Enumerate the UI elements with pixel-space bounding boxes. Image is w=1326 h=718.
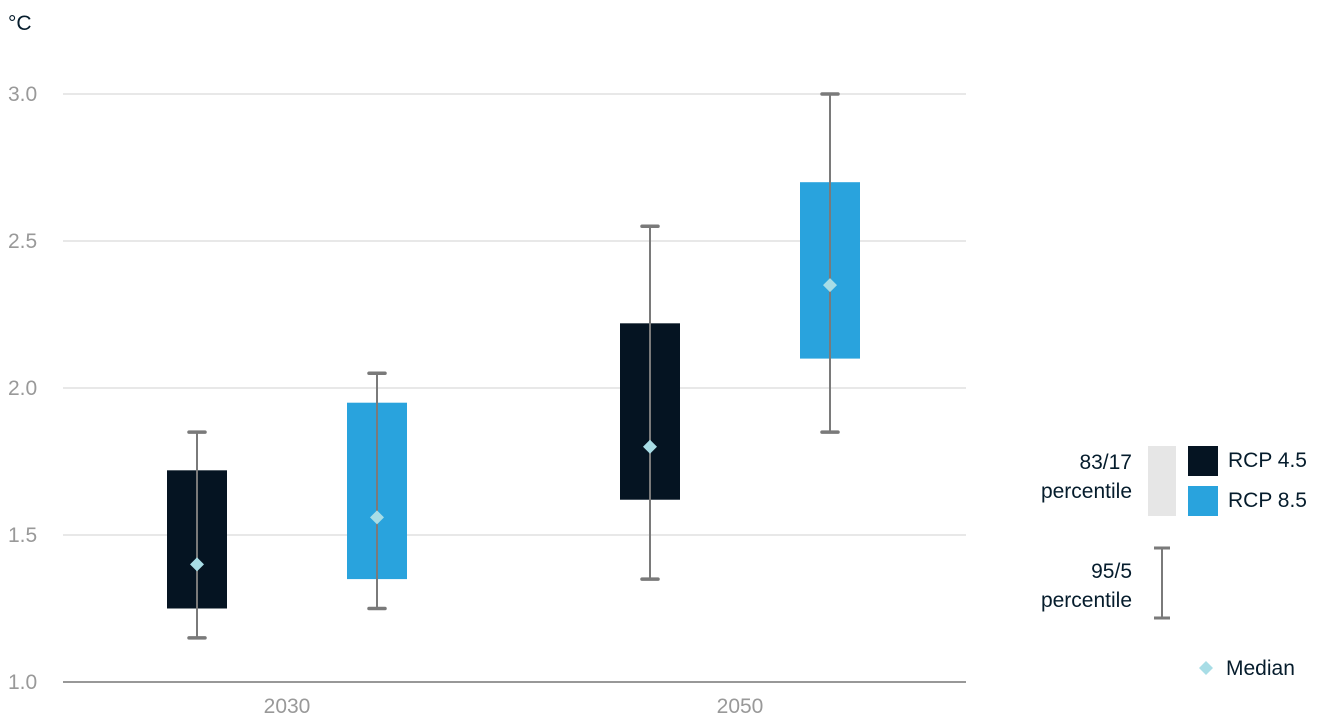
box-rcp-4-5-2050 (620, 224, 680, 581)
y-tick-labels: 1.0 1.5 2.0 2.5 3.0 (8, 83, 37, 694)
legend-median-icon (1199, 661, 1213, 675)
median-marker (370, 510, 384, 525)
median-marker (823, 278, 837, 293)
legend-whisker-label-line1: 95/5 (1091, 560, 1132, 583)
y-tick-label: 2.5 (8, 230, 37, 253)
legend-label-rcp85: RCP 8.5 (1228, 489, 1307, 512)
legend-whisker-label: 95/5 percentile (1020, 557, 1132, 615)
y-tick-label: 3.0 (8, 83, 37, 106)
box-series (167, 92, 860, 640)
y-tick-label: 1.5 (8, 524, 37, 547)
legend-percentile-box-icon (1148, 446, 1176, 516)
box-rcp-4-5-2030 (167, 430, 227, 640)
x-tick-labels: 2030 2050 (264, 695, 764, 718)
x-tick-label: 2030 (264, 695, 311, 718)
box-rcp-8-5-2050 (800, 92, 860, 434)
legend-label-median: Median (1226, 657, 1295, 680)
legend-box-label-line2: percentile (1040, 480, 1132, 503)
legend-swatch-rcp45 (1188, 446, 1218, 476)
legend-whisker-label-line2: percentile (1040, 589, 1132, 612)
legend-whisker-icon (1154, 546, 1170, 620)
box-rcp-8-5-2030 (347, 371, 407, 611)
y-tick-label: 2.0 (8, 377, 37, 400)
legend-box-label-line1: 83/17 (1079, 451, 1132, 474)
median-marker (190, 557, 204, 572)
y-axis-unit-label: °C (8, 12, 32, 35)
median-marker (643, 439, 657, 454)
x-tick-label: 2050 (717, 695, 764, 718)
legend-label-rcp45: RCP 4.5 (1228, 449, 1307, 472)
legend-swatch-rcp85 (1188, 486, 1218, 516)
y-tick-label: 1.0 (8, 671, 37, 694)
legend-box-label: 83/17 percentile (1020, 448, 1132, 506)
